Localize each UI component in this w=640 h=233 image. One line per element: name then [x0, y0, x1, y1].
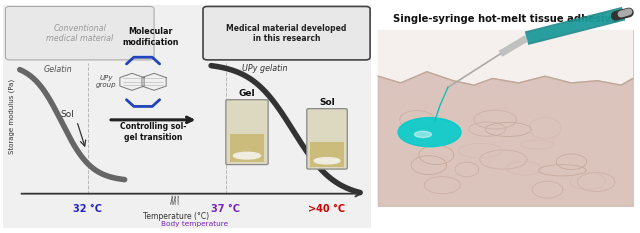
- Ellipse shape: [314, 158, 340, 164]
- Text: Body temperature: Body temperature: [161, 221, 228, 227]
- Text: Gel: Gel: [239, 89, 255, 98]
- Text: /: /: [173, 196, 179, 206]
- FancyBboxPatch shape: [378, 30, 633, 90]
- Text: 32 °C: 32 °C: [74, 204, 102, 214]
- FancyBboxPatch shape: [310, 142, 344, 167]
- Text: >40 °C: >40 °C: [308, 204, 346, 214]
- Text: /: /: [170, 196, 175, 206]
- Text: UPy gelatin: UPy gelatin: [242, 64, 287, 73]
- Ellipse shape: [415, 131, 431, 137]
- Ellipse shape: [398, 118, 461, 147]
- FancyBboxPatch shape: [307, 109, 348, 169]
- Text: Gelatin: Gelatin: [44, 65, 73, 74]
- Text: UPy
group: UPy group: [96, 75, 116, 88]
- FancyBboxPatch shape: [378, 30, 633, 206]
- FancyBboxPatch shape: [203, 7, 370, 60]
- Text: Sol: Sol: [319, 98, 335, 107]
- Text: Molecular
modification: Molecular modification: [122, 27, 179, 47]
- Text: Medical material developed
in this research: Medical material developed in this resea…: [227, 24, 347, 43]
- Text: 37 °C: 37 °C: [211, 204, 241, 214]
- Text: Temperature (°C): Temperature (°C): [143, 212, 209, 221]
- FancyBboxPatch shape: [230, 134, 264, 162]
- Text: Controlling sol-
gel transition: Controlling sol- gel transition: [120, 123, 186, 142]
- FancyBboxPatch shape: [5, 7, 154, 60]
- Text: /: /: [175, 196, 181, 206]
- FancyBboxPatch shape: [226, 100, 268, 164]
- Text: Sol: Sol: [61, 110, 74, 119]
- Text: //: //: [170, 197, 176, 206]
- Text: Single-syringe hot-melt tissue adhesive: Single-syringe hot-melt tissue adhesive: [394, 14, 618, 24]
- Ellipse shape: [234, 152, 260, 159]
- Text: Storage modulus (Pa): Storage modulus (Pa): [8, 79, 15, 154]
- Polygon shape: [378, 72, 633, 206]
- FancyBboxPatch shape: [0, 1, 378, 232]
- Text: Conventional
medical material: Conventional medical material: [46, 24, 113, 43]
